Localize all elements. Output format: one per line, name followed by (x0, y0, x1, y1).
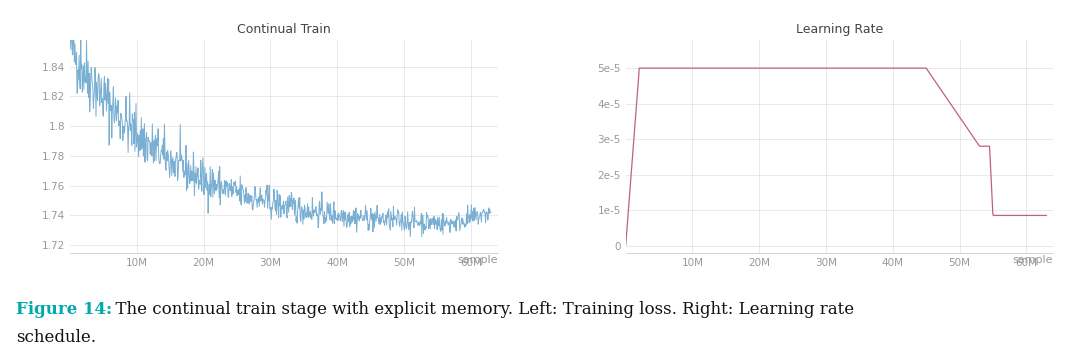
Title: Continual Train: Continual Train (237, 23, 330, 36)
Text: schedule.: schedule. (16, 329, 96, 345)
Text: Figure 14:: Figure 14: (16, 301, 112, 318)
Text: The continual train stage with explicit memory. Left: Training loss. Right: Lear: The continual train stage with explicit … (105, 301, 854, 318)
Title: Learning Rate: Learning Rate (796, 23, 883, 36)
Text: sample: sample (1012, 255, 1053, 265)
Text: sample: sample (457, 255, 498, 265)
